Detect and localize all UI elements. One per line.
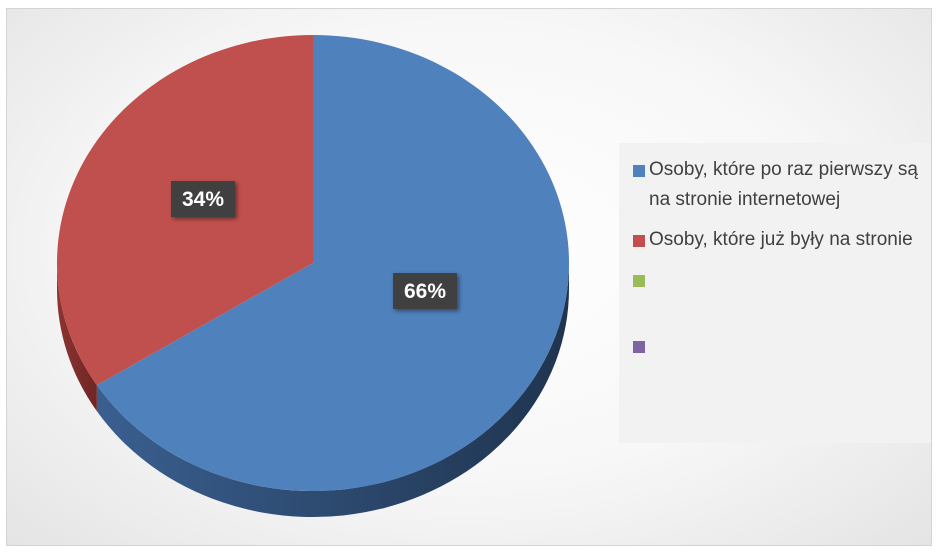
data-label-returning-text: 34% <box>182 188 224 211</box>
pie-chart: 66% 34% <box>57 35 569 517</box>
data-label-returning-box <box>171 181 235 217</box>
legend-swatch-blue <box>633 165 645 177</box>
legend-label-first-visit: Osoby, które po raz pierwszy są na stron… <box>649 159 918 210</box>
pie-slice-returning-side <box>57 263 97 412</box>
legend: Osoby, które po raz pierwszy są na stron… <box>619 143 931 443</box>
data-label-first-visit-box <box>393 273 457 309</box>
legend-swatch-purple <box>633 341 645 353</box>
legend-entry-empty-green <box>633 269 931 321</box>
data-label-first-visit-text: 66% <box>404 280 446 303</box>
legend-entry-first-visit: Osoby, które po raz pierwszy są na stron… <box>633 159 931 215</box>
data-label-first-visit: 66% <box>393 273 457 309</box>
legend-swatch-green <box>633 275 645 287</box>
legend-swatch-red <box>633 235 645 247</box>
legend-entry-empty-purple <box>633 335 931 387</box>
pie-slice-first-visit <box>96 35 569 492</box>
legend-label-returning: Osoby, które już były na stronie <box>649 229 913 250</box>
data-label-returning: 34% <box>171 181 235 217</box>
legend-entry-returning: Osoby, które już były na stronie <box>633 229 931 255</box>
chart-area: 66% 34% Osoby, które po raz pierwszy są n… <box>6 8 932 546</box>
